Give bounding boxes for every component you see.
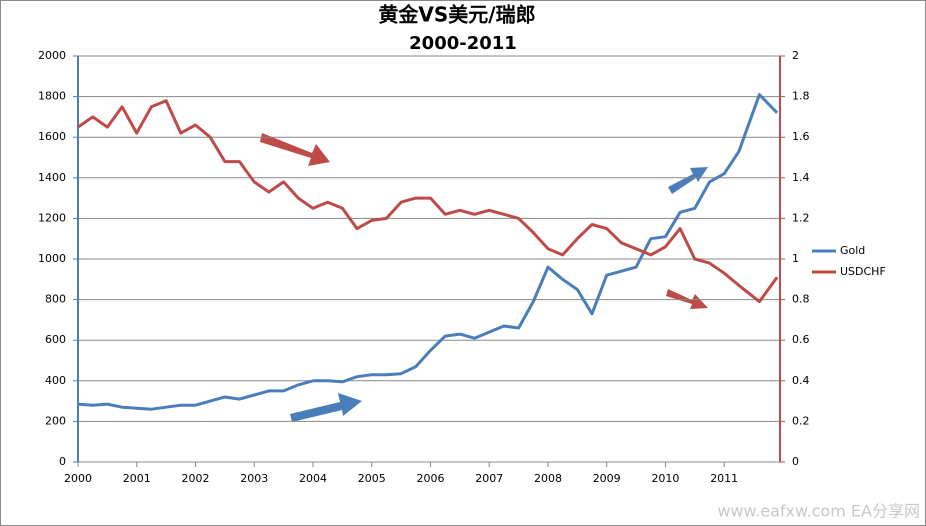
y-tick-label: 1200 xyxy=(38,211,66,224)
x-tick-label: 2007 xyxy=(475,472,503,485)
y-tick-label: 1000 xyxy=(38,252,66,265)
y2-tick-label: 1.4 xyxy=(792,171,810,184)
x-tick-label: 2000 xyxy=(64,472,92,485)
legend-label: USDCHF xyxy=(840,265,886,278)
x-tick-label: 2004 xyxy=(299,472,327,485)
legend-label: Gold xyxy=(840,244,865,257)
y2-tick-label: 0.4 xyxy=(792,374,810,387)
arrows xyxy=(260,133,708,422)
y2-tick-label: 1.6 xyxy=(792,130,810,143)
arrow xyxy=(668,167,708,194)
y2-tick-label: 1.2 xyxy=(792,211,810,224)
x-tick-label: 2011 xyxy=(710,472,738,485)
y2-tick-label: 0.8 xyxy=(792,293,810,306)
series-line xyxy=(77,93,779,411)
y2-tick-label: 0.6 xyxy=(792,333,810,346)
chart-title: 黄金VS美元/瑞郎 xyxy=(378,3,535,27)
x-tick-label: 2006 xyxy=(416,472,444,485)
y-tick-label: 1400 xyxy=(38,171,66,184)
y-tick-label: 0 xyxy=(59,455,66,468)
x-tick-label: 2003 xyxy=(240,472,268,485)
y-tick-label: 2000 xyxy=(38,49,66,62)
series-line xyxy=(77,99,779,304)
y2-tick-label: 2 xyxy=(792,49,799,62)
y-tick-label: 400 xyxy=(45,374,66,387)
y-tick-label: 1600 xyxy=(38,130,66,143)
y2-tick-label: 0 xyxy=(792,455,799,468)
arrow xyxy=(290,393,362,422)
x-tick-label: 2005 xyxy=(358,472,386,485)
arrow xyxy=(666,289,708,309)
y2-tick-label: 1.8 xyxy=(792,90,810,103)
watermark: www.eafxw.com EA分享网 xyxy=(717,502,920,521)
y-tick-label: 800 xyxy=(45,293,66,306)
y-tick-label: 600 xyxy=(45,333,66,346)
y-tick-label: 200 xyxy=(45,414,66,427)
x-tick-label: 2009 xyxy=(593,472,621,485)
y2-tick-label: 0.2 xyxy=(792,414,810,427)
x-tick-label: 2002 xyxy=(181,472,209,485)
x-tick-label: 2008 xyxy=(534,472,562,485)
arrow xyxy=(260,133,330,166)
x-tick-label: 2001 xyxy=(123,472,151,485)
y-tick-label: 1800 xyxy=(38,90,66,103)
chart-subtitle: 2000-2011 xyxy=(409,33,517,54)
x-tick-label: 2010 xyxy=(651,472,679,485)
y2-tick-label: 1 xyxy=(792,252,799,265)
